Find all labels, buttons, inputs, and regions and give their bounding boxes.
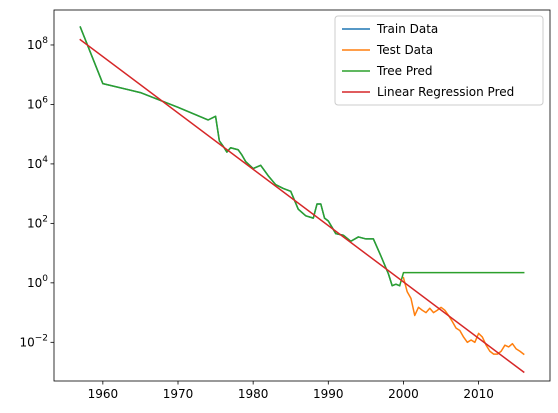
legend-label-linear-regression-pred: Linear Regression Pred bbox=[377, 85, 514, 99]
y-tick-label: 108 bbox=[27, 36, 48, 52]
legend-label-tree-pred: Tree Pred bbox=[376, 64, 433, 78]
series-line-test-data bbox=[402, 276, 525, 356]
x-tick-label: 2000 bbox=[388, 387, 419, 401]
legend-label-test-data: Test Data bbox=[376, 43, 433, 57]
x-tick-label: 1990 bbox=[313, 387, 344, 401]
legend-label-train-data: Train Data bbox=[376, 22, 438, 36]
x-tick-label: 2010 bbox=[463, 387, 494, 401]
y-tick-label: 100 bbox=[27, 274, 48, 290]
x-tick-label: 1980 bbox=[238, 387, 269, 401]
y-tick-label: 106 bbox=[27, 95, 48, 111]
legend-box bbox=[334, 15, 544, 106]
x-tick-label: 1960 bbox=[88, 387, 119, 401]
ticks-layer: 1960 1970 1980 1990 2000 2010 10−2 100 102 104 106… bbox=[19, 36, 493, 401]
legend: Train Data Test Data Tree Pred Linear Regre… bbox=[334, 15, 544, 106]
series-line-tree-pred bbox=[79, 26, 525, 287]
y-tick-label: 104 bbox=[27, 155, 48, 171]
series-layer bbox=[79, 26, 525, 374]
y-tick-label: 10−2 bbox=[19, 333, 48, 349]
plot-frame bbox=[53, 9, 551, 382]
x-tick-label: 1970 bbox=[163, 387, 194, 401]
series-line-linear-regression-pred bbox=[79, 38, 525, 374]
y-tick-label: 102 bbox=[27, 214, 48, 230]
